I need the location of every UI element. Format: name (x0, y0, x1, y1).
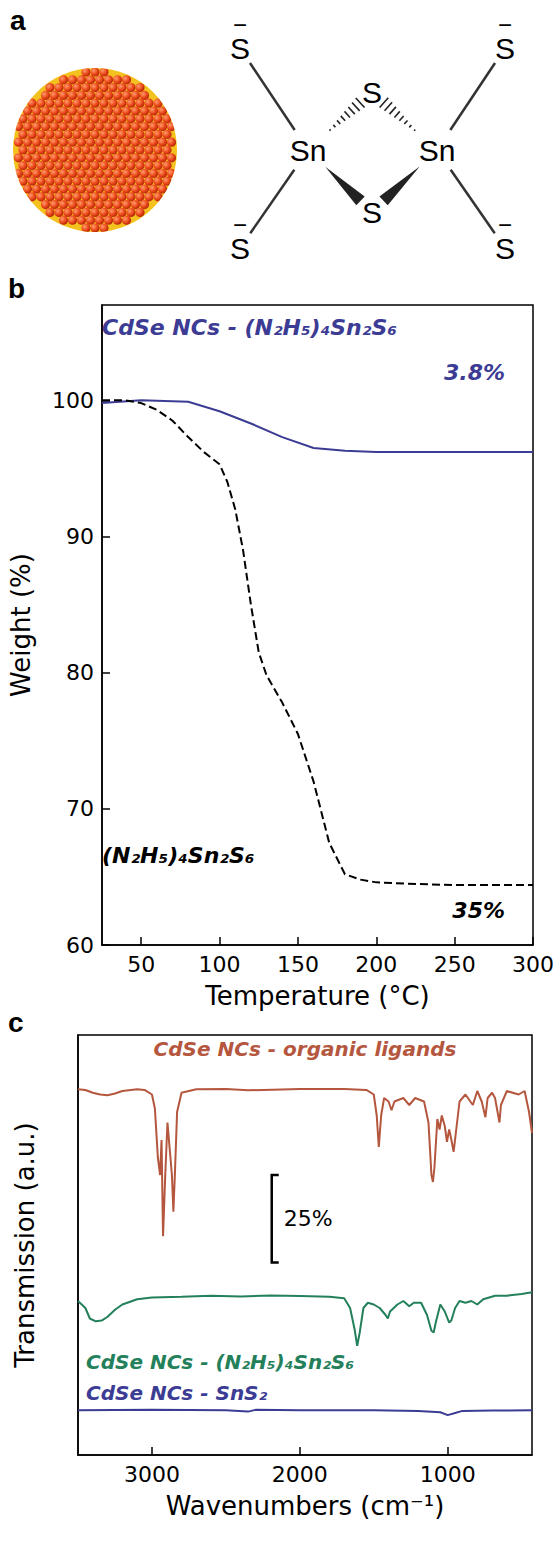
svg-text:(N₂H₅)₄Sn₂S₆: (N₂H₅)₄Sn₂S₆ (102, 843, 254, 868)
svg-text:1000: 1000 (420, 1462, 476, 1487)
svg-text:a: a (10, 5, 26, 36)
svg-text:70: 70 (66, 796, 94, 821)
svg-text:3.8%: 3.8% (444, 360, 505, 385)
svg-text:S: S (495, 231, 515, 265)
svg-text:S: S (230, 31, 250, 65)
svg-text:c: c (8, 1007, 24, 1038)
svg-text:−: − (498, 211, 512, 238)
svg-text:100: 100 (199, 952, 241, 977)
svg-text:Sn: Sn (419, 134, 456, 167)
svg-text:−: − (498, 11, 512, 38)
svg-text:S: S (230, 231, 250, 265)
svg-text:2000: 2000 (272, 1462, 328, 1487)
svg-text:S: S (495, 31, 515, 65)
svg-text:CdSe NCs - (N₂H₅)₄Sn₂S₆: CdSe NCs - (N₂H₅)₄Sn₂S₆ (86, 1350, 354, 1374)
svg-text:CdSe NCs - organic ligands: CdSe NCs - organic ligands (154, 1037, 457, 1061)
svg-text:Transmission (a.u.): Transmission (a.u.) (10, 1122, 40, 1368)
svg-text:60: 60 (66, 933, 94, 958)
svg-text:S: S (362, 196, 382, 229)
svg-text:250: 250 (434, 952, 476, 977)
svg-text:50: 50 (127, 952, 155, 977)
svg-text:90: 90 (66, 524, 94, 549)
svg-text:200: 200 (355, 952, 397, 977)
svg-text:35%: 35% (452, 898, 505, 923)
svg-text:Sn: Sn (290, 134, 327, 167)
svg-text:−: − (233, 11, 247, 38)
svg-text:25%: 25% (284, 1206, 333, 1231)
svg-text:CdSe NCs - SnS₂: CdSe NCs - SnS₂ (86, 1381, 268, 1405)
svg-text:150: 150 (277, 952, 319, 977)
svg-text:CdSe NCs - (N₂H₅)₄Sn₂S₆: CdSe NCs - (N₂H₅)₄Sn₂S₆ (102, 315, 397, 340)
svg-text:b: b (8, 273, 25, 304)
svg-text:S: S (362, 76, 382, 109)
svg-text:Weight (%): Weight (%) (6, 553, 36, 697)
svg-text:−: − (233, 211, 247, 238)
svg-text:Wavenumbers (cm⁻¹): Wavenumbers (cm⁻¹) (166, 1491, 445, 1521)
svg-text:3000: 3000 (124, 1462, 180, 1487)
svg-text:Temperature (°C): Temperature (°C) (204, 981, 429, 1011)
svg-text:80: 80 (66, 660, 94, 685)
svg-text:100: 100 (52, 388, 94, 413)
svg-text:300: 300 (512, 952, 554, 977)
